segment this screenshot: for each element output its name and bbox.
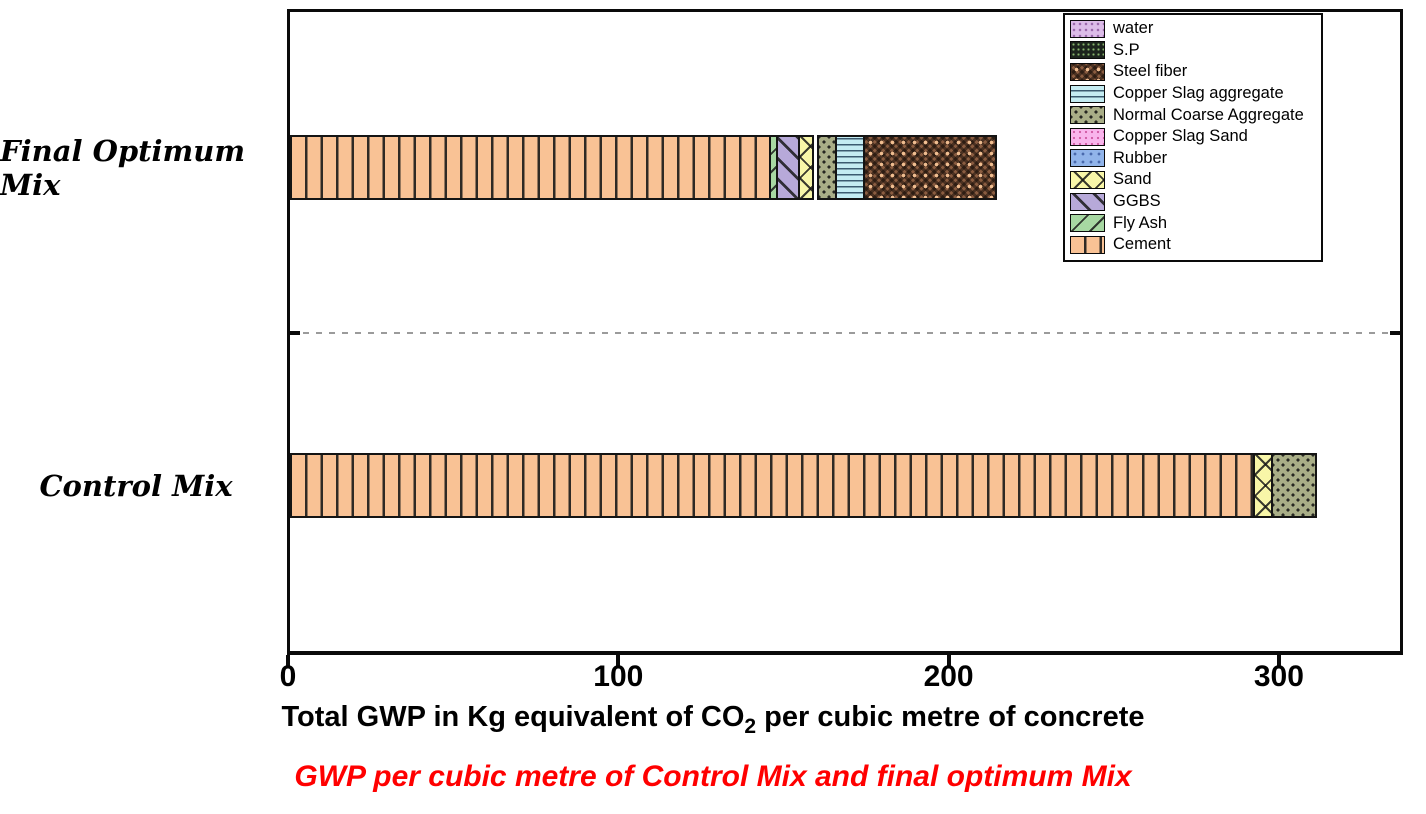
legend: water S.P Steel fiber Copper Slag aggregate… [1063,13,1323,262]
bar-control-mix [290,453,1317,518]
legend-item-water: water [1070,18,1316,40]
segment-copper-slag-aggregate [835,135,865,200]
legend-swatch-water [1070,19,1105,38]
x-tick-100 [616,655,621,668]
category-label-final-optimum-mix: Final Optimum Mix [0,133,245,202]
legend-swatch-cement [1070,235,1105,254]
bar-final-optimum-mix [290,135,997,200]
legend-swatch-sp [1070,41,1105,60]
legend-item-cement: Cement [1070,234,1316,256]
legend-label-normal-coarse-aggregate: Normal Coarse Aggregate [1113,105,1304,124]
segment-ggbs [776,135,800,200]
legend-swatch-sand [1070,170,1105,189]
legend-swatch-copper-slag-sand [1070,127,1105,146]
x-axis-title-subscript: 2 [744,714,757,738]
legend-item-steel-fiber: Steel fiber [1070,61,1316,83]
left-axis-mid-tick [290,331,300,335]
legend-label-fly-ash: Fly Ash [1113,213,1168,232]
x-tick-0 [286,655,290,668]
segment-cement [290,135,771,200]
legend-label-ggbs: GGBS [1113,192,1161,211]
legend-swatch-rubber [1070,149,1105,168]
x-tick-label-100: 100 [593,660,644,693]
legend-item-rubber: Rubber [1070,148,1316,170]
legend-label-rubber: Rubber [1113,148,1168,167]
legend-swatch-steel-fiber [1070,62,1105,81]
category-separator-line [290,332,1400,334]
segment-gap [814,135,819,200]
segment-normal-coarse-aggregate [1271,453,1317,518]
figure-caption: GWP per cubic metre of Control Mix and f… [294,760,1132,793]
x-axis-title-tail: per cubic metre of concrete [756,701,1145,733]
legend-label-copper-slag-aggregate: Copper Slag aggregate [1113,84,1284,103]
x-axis-title: Total GWP in Kg equivalent of CO2 per cu… [0,701,1426,739]
legend-item-normal-coarse-aggregate: Normal Coarse Aggregate [1070,104,1316,126]
legend-swatch-normal-coarse-aggregate [1070,106,1105,125]
legend-item-fly-ash: Fly Ash [1070,212,1316,234]
legend-swatch-fly-ash [1070,214,1105,233]
legend-label-sp: S.P [1113,40,1140,59]
legend-label-water: water [1113,19,1154,38]
x-axis-title-text: Total GWP in Kg equivalent of CO [281,701,745,733]
legend-label-copper-slag-sand: Copper Slag Sand [1113,127,1248,146]
legend-item-copper-slag-sand: Copper Slag Sand [1070,126,1316,148]
right-axis-mid-tick [1390,331,1400,335]
legend-swatch-ggbs [1070,192,1105,211]
x-tick-300 [1276,655,1281,668]
x-tick-label-300: 300 [1253,660,1304,693]
legend-item-copper-slag-aggregate: Copper Slag aggregate [1070,83,1316,105]
category-label-control-mix: Control Mix [39,468,233,503]
segment-normal-coarse-aggregate [817,135,837,200]
x-tick-label-200: 200 [923,660,974,693]
legend-label-steel-fiber: Steel fiber [1113,62,1188,81]
legend-label-sand: Sand [1113,170,1152,189]
legend-item-sand: Sand [1070,169,1316,191]
segment-sand [1253,453,1273,518]
legend-label-cement: Cement [1113,235,1171,254]
legend-item-sp: S.P [1070,40,1316,62]
segment-sand [798,135,814,200]
legend-item-ggbs: GGBS [1070,191,1316,213]
x-tick-label-0: 0 [279,660,297,693]
plot-area: water S.P Steel fiber Copper Slag aggregate… [287,9,1403,655]
x-tick-200 [946,655,951,668]
legend-rows: water S.P Steel fiber Copper Slag aggregate… [1070,18,1316,256]
legend-swatch-copper-slag-aggregate [1070,84,1105,103]
segment-cement [290,453,1255,518]
segment-steel-fiber [863,135,997,200]
